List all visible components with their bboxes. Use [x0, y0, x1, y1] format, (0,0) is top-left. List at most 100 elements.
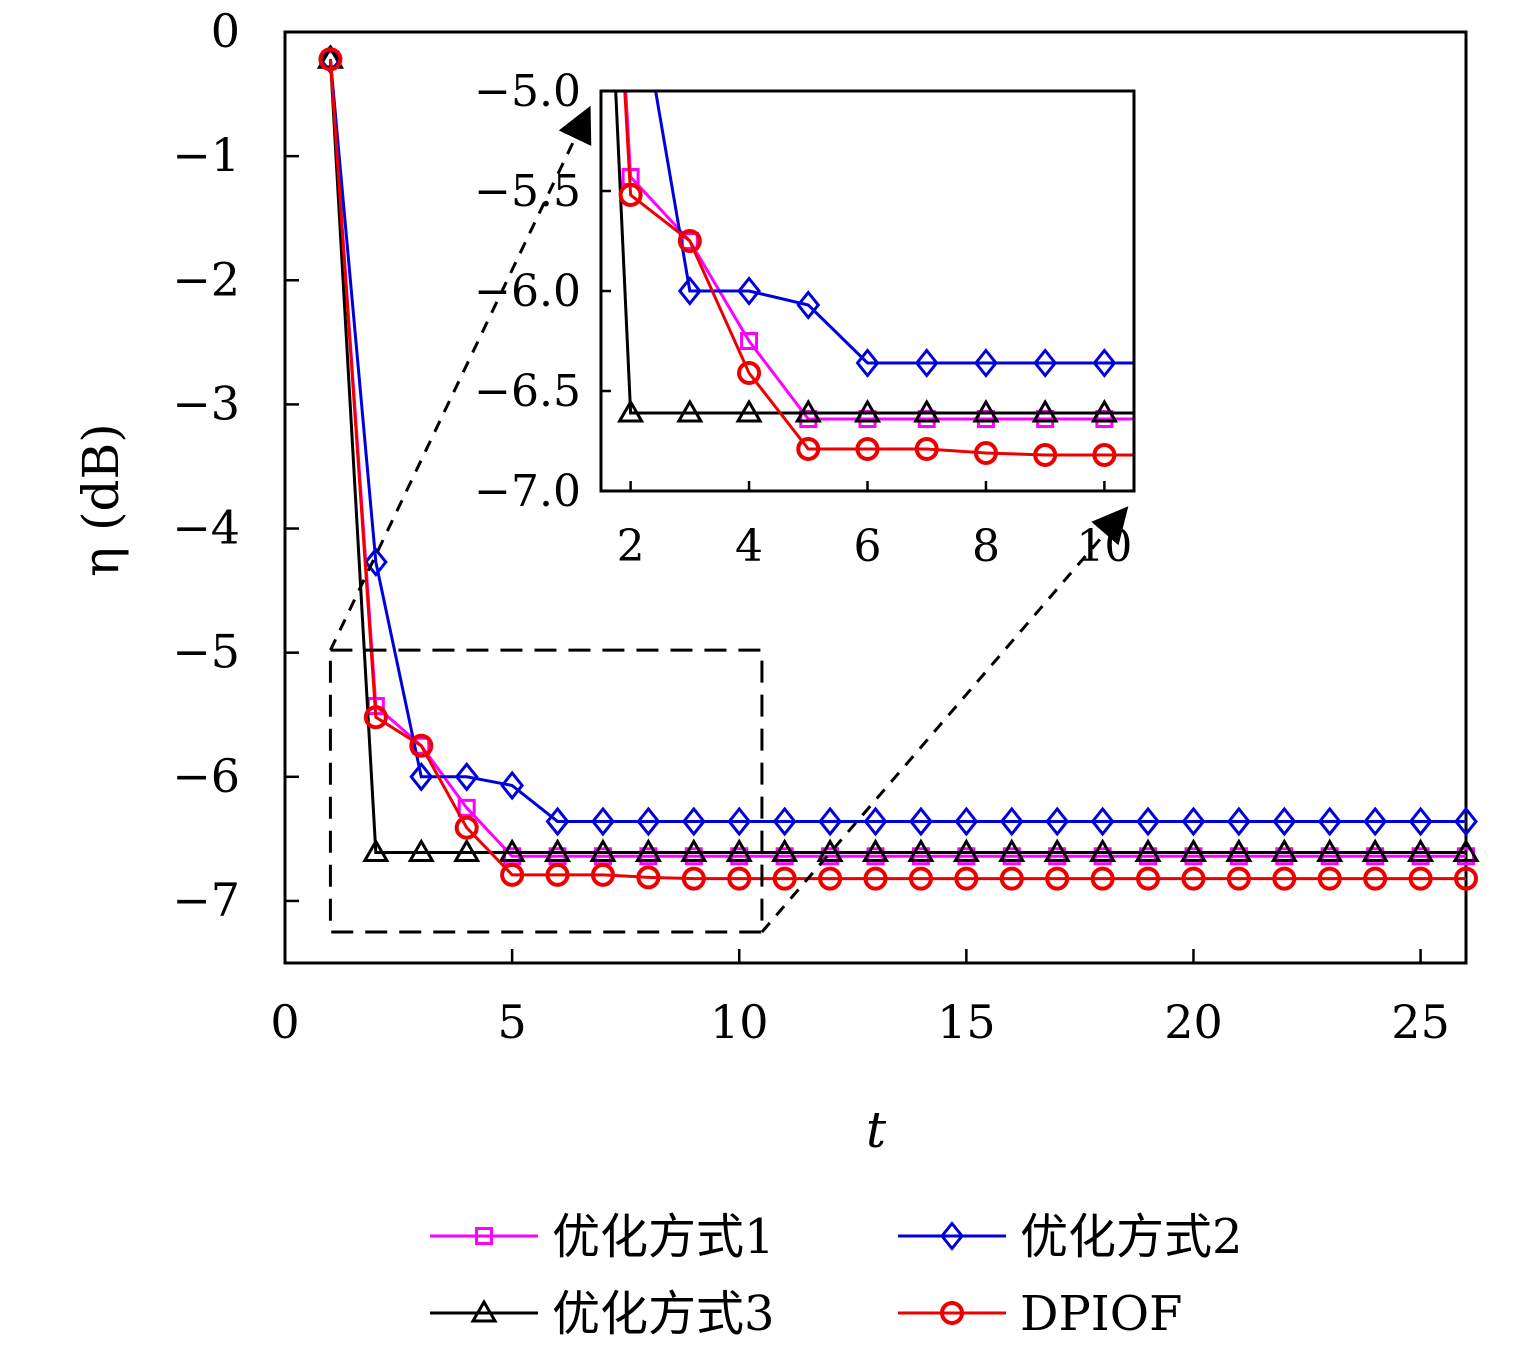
inset-data-point: [1090, 399, 1118, 423]
inset-data-point: [974, 348, 998, 378]
inset-data-point: [618, 183, 643, 207]
data-point: [954, 866, 979, 891]
data-point: [1406, 838, 1435, 863]
inset-data-point: [855, 437, 880, 461]
data-point: [1043, 838, 1071, 863]
data-point: [1452, 838, 1480, 863]
data-point: [908, 866, 933, 891]
zoom-connector-top: [329, 105, 592, 651]
data-point: [681, 806, 706, 837]
x-axis-title: t: [866, 1101, 887, 1159]
series-2: [318, 44, 1478, 837]
data-point: [318, 47, 343, 72]
inset-series-line: [614, 91, 1134, 415]
inset-y-tick-label: −5.5: [474, 166, 581, 217]
inset-x-tick-label: 2: [617, 521, 645, 572]
data-point: [816, 838, 844, 863]
x-tick-label: 5: [497, 995, 526, 1049]
inset-data-point: [677, 276, 702, 306]
data-point: [457, 798, 476, 817]
inset-y-tick-label: −5.0: [474, 66, 581, 117]
data-point: [545, 862, 570, 887]
legend-entry: DPIOF: [898, 1286, 1182, 1342]
inset-data-point: [676, 399, 704, 423]
data-point: [772, 866, 797, 891]
data-point: [727, 866, 752, 891]
data-point: [1045, 866, 1070, 891]
inset-series-3: [614, 91, 1134, 423]
zoom-guides: [328, 105, 1129, 934]
x-tick-label: 20: [1164, 995, 1223, 1049]
data-point: [409, 733, 434, 758]
data-point: [909, 806, 933, 837]
data-point: [998, 838, 1026, 863]
data-point: [999, 806, 1024, 837]
data-point: [727, 806, 752, 837]
data-point: [363, 547, 388, 577]
data-point: [863, 866, 888, 891]
data-point: [818, 806, 842, 837]
inset-data-point: [855, 348, 880, 378]
data-point: [1134, 838, 1162, 863]
inset-data-point: [796, 290, 821, 320]
inset-data-point: [737, 361, 762, 385]
data-point: [1225, 838, 1253, 863]
data-point: [454, 815, 479, 840]
data-point: [500, 770, 525, 801]
series-3: [316, 45, 1480, 863]
data-point: [1226, 866, 1251, 891]
y-axis-title: η (dB): [72, 423, 130, 577]
data-point: [590, 862, 615, 887]
data-point: [1361, 838, 1389, 863]
inset-data-point: [853, 399, 882, 423]
inset-data-point: [677, 229, 702, 253]
legend-label: DPIOF: [1020, 1286, 1182, 1342]
data-point: [1045, 806, 1070, 837]
data-point: [407, 838, 435, 863]
legend-marker: [940, 1301, 964, 1325]
inset-y-tick-label: −7.0: [474, 466, 581, 517]
data-point: [1408, 866, 1433, 891]
data-point: [1181, 866, 1206, 891]
data-point: [680, 838, 708, 863]
zoom-connector-bottom: [760, 506, 1129, 933]
inset-data-point: [735, 399, 763, 423]
data-point: [999, 866, 1024, 891]
zoom-region-box: [328, 648, 764, 934]
data-point: [1179, 838, 1208, 863]
data-point: [409, 761, 434, 792]
legend-label: 优化方式1: [552, 1209, 775, 1265]
legend-marker: [470, 1299, 498, 1323]
x-tick-label: 15: [937, 995, 996, 1049]
series-line: [328, 59, 1466, 823]
inset-x-tick-label: 10: [1076, 521, 1132, 572]
inset-data-point: [972, 399, 1000, 423]
data-point: [453, 838, 481, 863]
data-point: [1181, 806, 1206, 837]
data-point: [725, 838, 753, 863]
data-point: [1363, 866, 1388, 891]
inset-data-point: [1031, 399, 1059, 423]
data-point: [1089, 838, 1117, 863]
inset-data-point: [914, 437, 939, 461]
y-tick-label: −3: [172, 376, 240, 430]
data-point: [1136, 806, 1160, 837]
data-point: [500, 862, 525, 887]
inset-x-tick-label: 4: [735, 521, 763, 572]
data-point: [1408, 806, 1433, 837]
data-point: [952, 838, 980, 863]
inset-series-4: [618, 91, 1134, 467]
data-point: [545, 806, 570, 837]
data-point: [1316, 838, 1344, 863]
data-point: [636, 865, 661, 890]
y-tick-label: −7: [172, 873, 240, 927]
inset-data-point: [1033, 348, 1058, 378]
data-point: [1363, 806, 1388, 837]
data-point: [1090, 806, 1115, 837]
y-tick-label: −6: [172, 749, 240, 803]
inset-data-point: [740, 332, 759, 350]
inset-data-point: [796, 437, 821, 461]
data-point: [1454, 866, 1478, 891]
inset-series-group: [614, 91, 1134, 467]
